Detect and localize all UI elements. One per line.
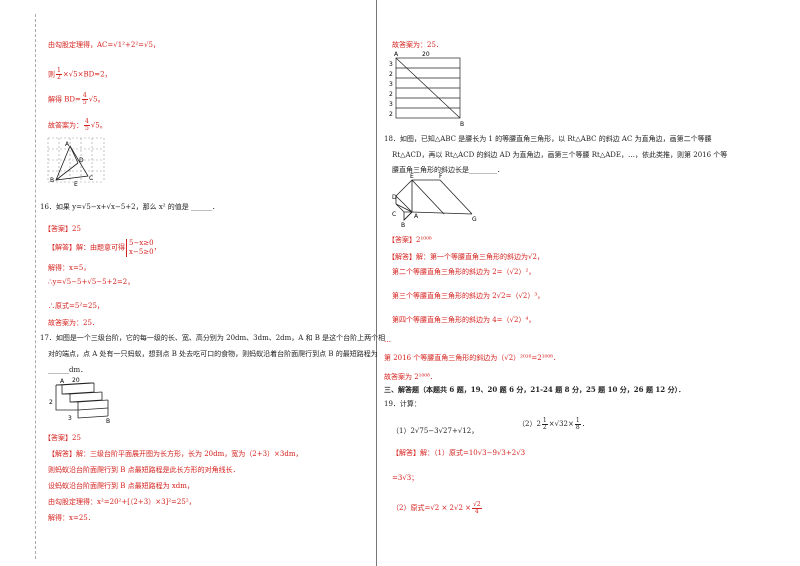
unfold-row-4: 2 bbox=[389, 91, 393, 98]
q18-solution-2: 第二个等腰直角三角形的斜边为 2=（√2）²， bbox=[392, 268, 536, 276]
question-19-part-1: （1）2√75−3√27+√12， bbox=[392, 427, 479, 435]
q17-answer-tail: 故答案为：25． bbox=[392, 41, 443, 49]
fig18-label-b: B bbox=[401, 222, 405, 229]
unfold-label-b: B bbox=[460, 121, 464, 128]
q18-solution-6: 故答案为 2¹⁰⁰⁸． bbox=[384, 373, 437, 381]
fig18-label-f: F bbox=[439, 173, 443, 180]
fig18-label-d: D bbox=[392, 194, 397, 201]
solution-line-bd-result: 解得 BD= 4 5 √5。 bbox=[48, 92, 105, 106]
q16-solution-system: 【解答】解：由题意可得 5−x≥0 x−5≥0， bbox=[48, 239, 161, 257]
unfold-row-1: 3 bbox=[389, 61, 393, 68]
figure-15-grid: A D B C E bbox=[47, 137, 105, 188]
unfold-row-3: 3 bbox=[389, 81, 393, 88]
question-17-line-2: 对的端点，点 A 处有一只蚂蚁，想到点 B 处去吃可口的食物，则蚂蚁沿着台阶面爬… bbox=[48, 350, 378, 358]
unfold-row-5: 3 bbox=[389, 101, 393, 108]
unfold-row-6: 2 bbox=[389, 111, 393, 118]
binding-margin-line bbox=[35, 14, 37, 559]
fig18-label-a: A bbox=[414, 213, 419, 220]
q17-solution-1: 【解答】解：三级台阶平面展开图为长方形，长为 20dm，宽为（2+3）×3dm， bbox=[48, 450, 303, 458]
question-19-part-2: （2）2 1 2 ×√32× 1 8 ． bbox=[518, 417, 589, 431]
fig17-label-b: B bbox=[106, 418, 110, 425]
q18-solution-3: 第三个等腰直角三角形的斜边为 2√2=（√2）³， bbox=[392, 292, 545, 300]
fig15-label-b: B bbox=[50, 177, 54, 184]
q17-solution-4: 由勾股定理得：x²=20²+[（2+3）×3]²=25²， bbox=[48, 498, 196, 506]
q17-solution-2: 则蚂蚁沿台阶面爬行到 B 点最短路程是此长方形的对角线长． bbox=[48, 466, 240, 474]
fig18-label-e: E bbox=[410, 173, 414, 180]
answer-line-15: 故答案为： 4 5 √5。 bbox=[48, 118, 107, 132]
section-3-heading: 三、解答题（本题共 6 题，19、20 题 6 分，21-24 题 8 分，25… bbox=[384, 385, 686, 394]
fig18-label-g: G bbox=[472, 216, 477, 223]
unfold-label-a: A bbox=[394, 51, 399, 58]
fig17-label-l: 20 bbox=[72, 377, 80, 384]
q18-solution-5: 第 2016 个等腰直角三角形的斜边为（√2）²⁰¹⁶=2¹⁰⁰⁸． bbox=[384, 354, 560, 362]
q18-solution-4: 第四个等腰直角三角形的斜边为 4=（√2）⁴， bbox=[392, 316, 536, 324]
fig15-label-e: E bbox=[74, 181, 78, 188]
unfold-row-2: 2 bbox=[389, 71, 393, 78]
q16-answer: 【答案】25 bbox=[44, 225, 81, 233]
figure-17-stairs: A B 2 3 20 bbox=[49, 377, 110, 425]
question-17-line-3: ______dm． bbox=[48, 366, 88, 374]
fig18-label-c: C bbox=[392, 211, 396, 218]
solution-line-ac: 由勾股定理得，AC=√1²+2²=√5， bbox=[48, 41, 160, 49]
question-18-line-3: 腰直角三角形的斜边长是________． bbox=[392, 166, 504, 174]
fig17-label-a: A bbox=[60, 378, 65, 385]
question-18-line-1: 18．如图，已知△ABC 是腰长为 1 的等腰直角三角形，以 Rt△ABC 的斜… bbox=[384, 135, 712, 143]
q16-solution-5: 故答案为：25． bbox=[48, 319, 99, 327]
fig17-label-w: 3 bbox=[68, 415, 72, 422]
q16-solution-2: 解得：x=5， bbox=[48, 264, 91, 272]
figure-18-triangles: D C A B E F G bbox=[392, 173, 477, 229]
unfold-label-top: 20 bbox=[422, 51, 430, 58]
figure-17-unfolded: A 20 B 3 2 3 2 3 2 bbox=[389, 51, 464, 128]
q16-solution-4: ∴原式=5²=25， bbox=[48, 302, 104, 310]
q17-solution-5: 解得：x=25． bbox=[48, 514, 95, 522]
q18-solution-1: 【解答】解：第一个等腰直角三角形的斜边为√2， bbox=[388, 253, 544, 261]
q19-solution-3: （2）原式=√2 × 2√2 × √2 4 bbox=[392, 501, 482, 515]
q19-solution-1: 【解答】解：（1）原式=10√3−9√3+2√3 bbox=[392, 449, 526, 457]
q17-solution-3: 设蚂蚁沿台阶面爬行到 B 点最短路程为 xdm， bbox=[48, 482, 194, 490]
question-16: 16．如果 y=√5−x+√x−5+2，那么 x² 的值是 ______． bbox=[40, 203, 220, 211]
fig15-label-c: C bbox=[89, 175, 93, 182]
q18-answer: 【答案】2¹⁰⁰⁸ bbox=[388, 236, 432, 244]
question-19: 19．计算： bbox=[384, 400, 421, 408]
q17-answer: 【答案】25 bbox=[44, 434, 81, 442]
question-17-line-1: 17．如图是一个三级台阶，它的每一级的长、宽、高分别为 20dm、3dm、2dm… bbox=[40, 334, 386, 342]
q18-ellipsis: … bbox=[384, 336, 391, 344]
fig15-label-d: D bbox=[79, 157, 84, 164]
column-divider bbox=[376, 0, 377, 566]
q19-solution-2: =3√3； bbox=[392, 474, 419, 482]
question-18-line-2: Rt△ACD，再以 Rt△ACD 的斜边 AD 为直角边，画第三个等腰 Rt△A… bbox=[392, 151, 728, 159]
q16-solution-3: ∴y=√5−5+√5−5+2=2， bbox=[48, 278, 135, 286]
fig17-label-h: 2 bbox=[49, 399, 53, 406]
solution-line-bd-eq: 则 1 2 ×√5×BD=2， bbox=[48, 67, 112, 81]
fig15-label-a: A bbox=[65, 141, 70, 148]
